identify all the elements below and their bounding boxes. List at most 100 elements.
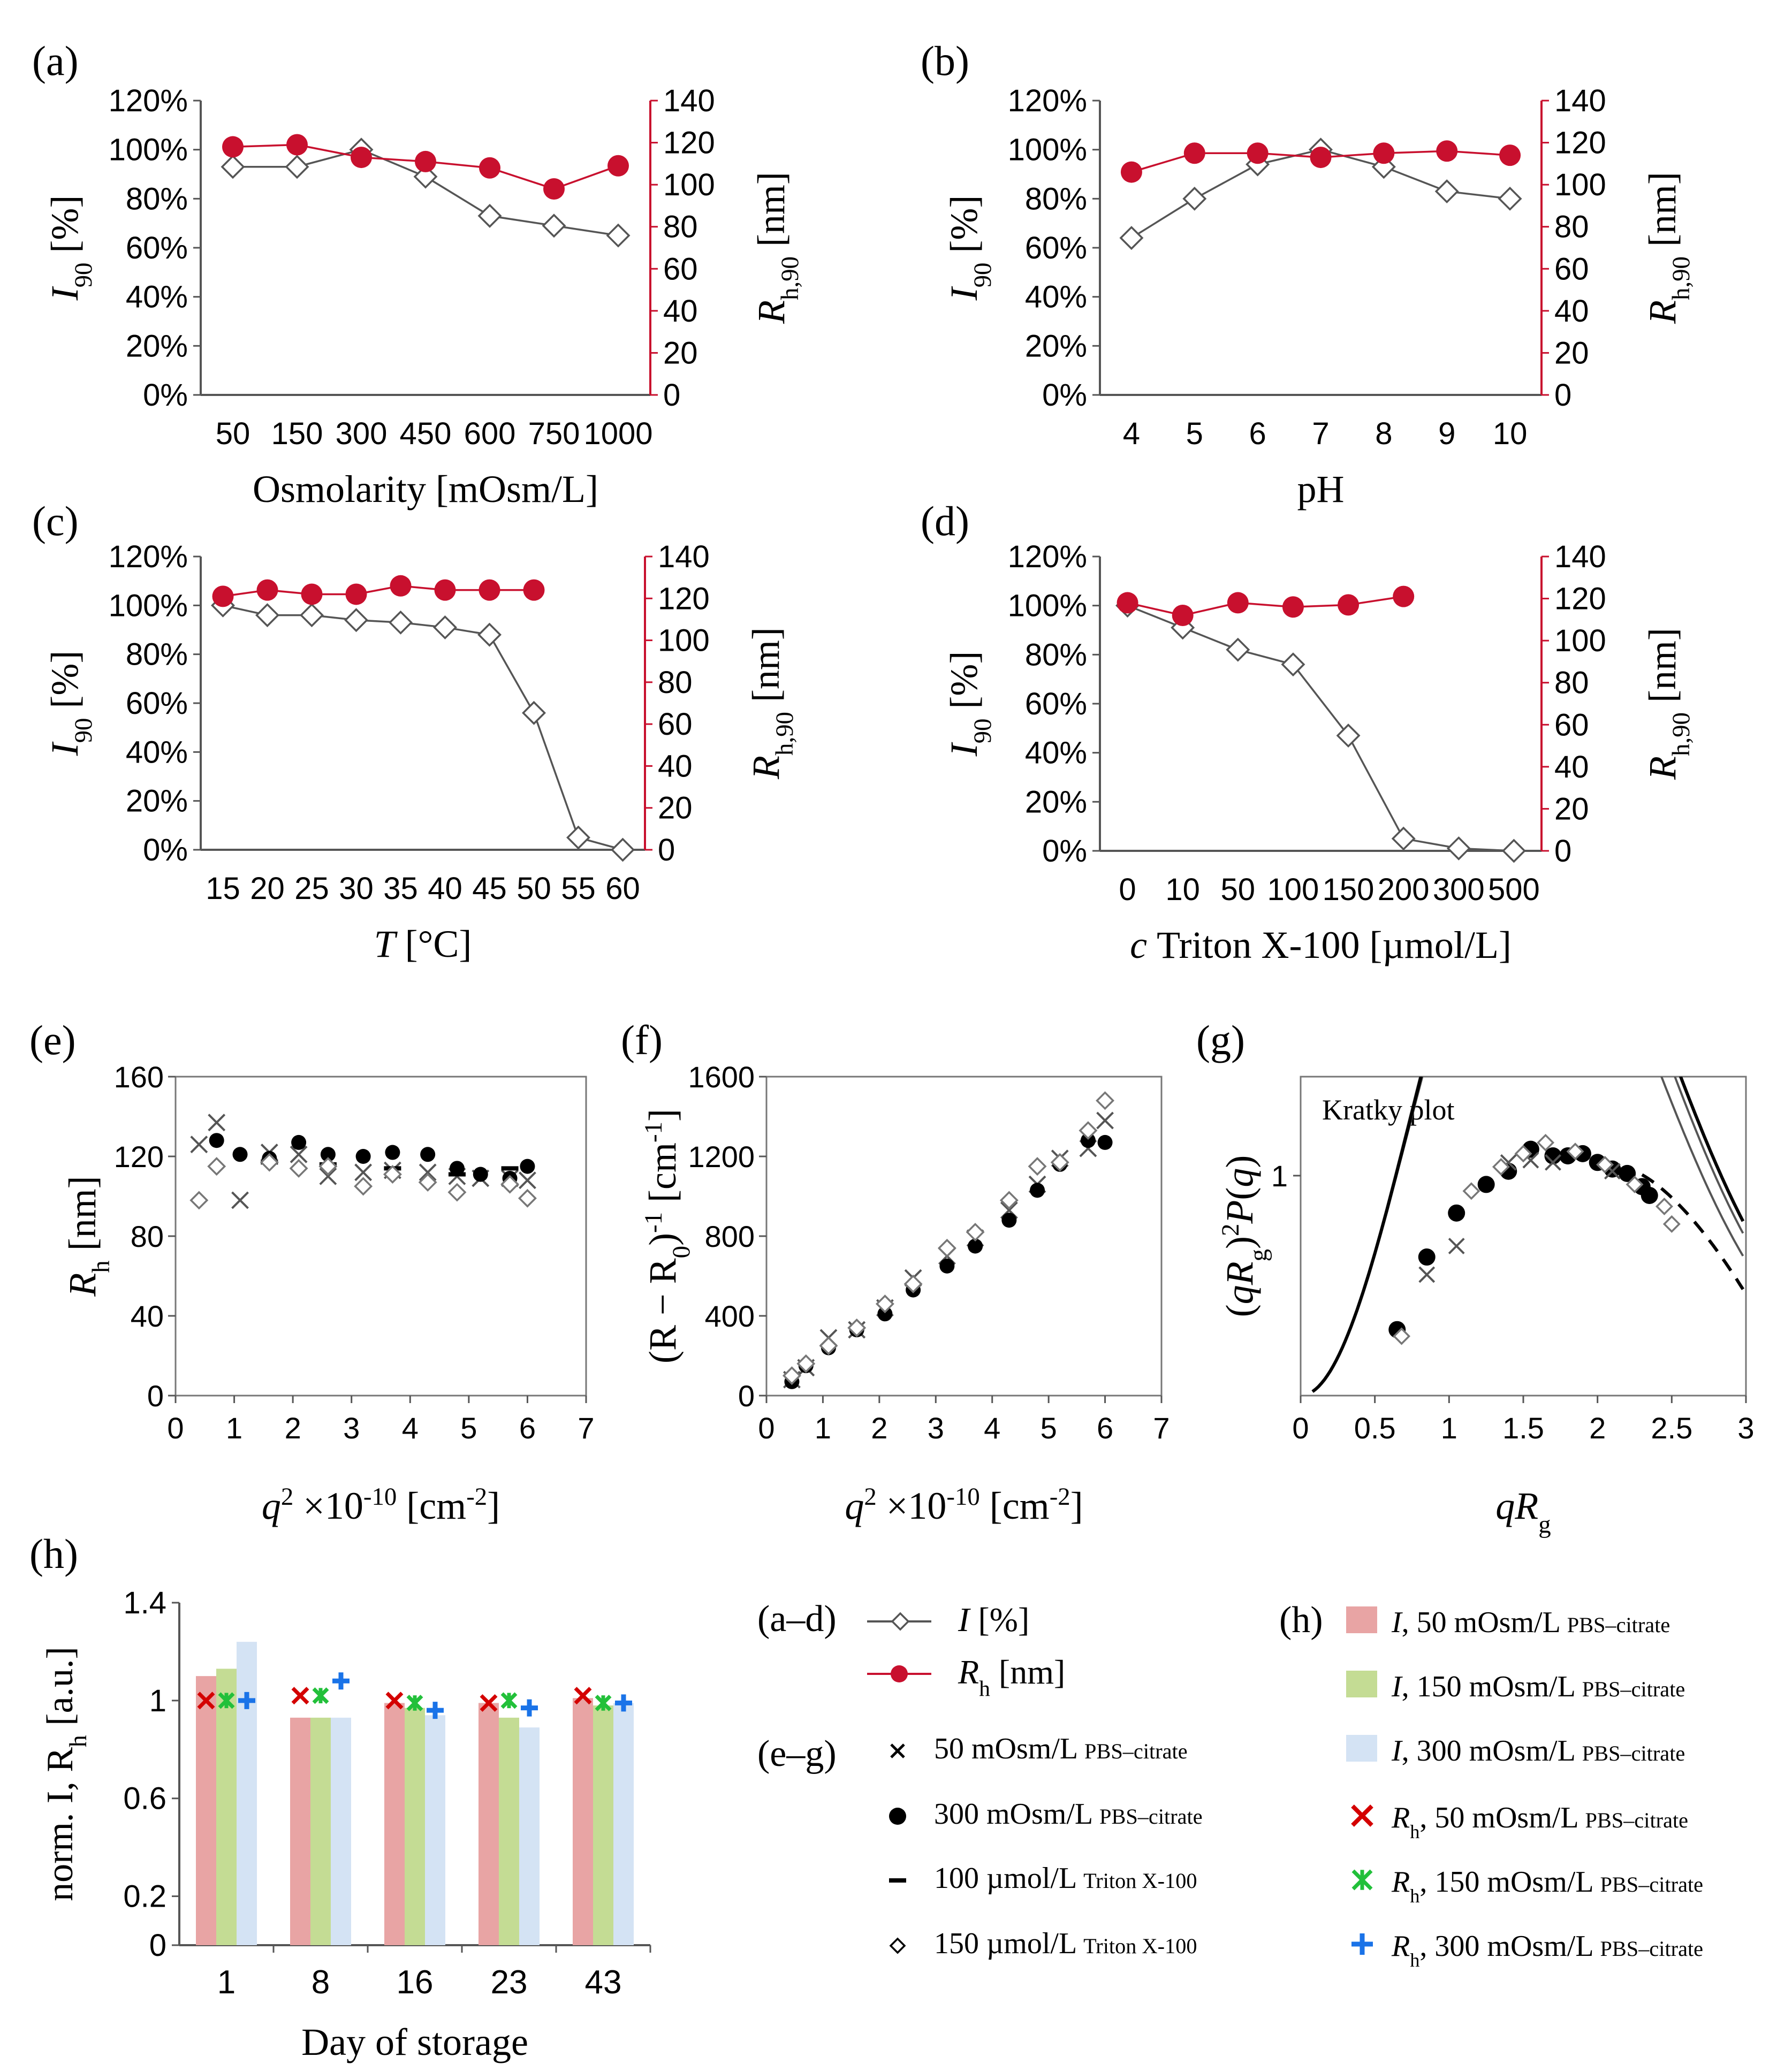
panel-d-series-I-line xyxy=(1127,605,1514,852)
panel-a-ytick-label: 80% xyxy=(126,181,188,216)
panel-d-y2tick-label: 140 xyxy=(1554,539,1606,574)
panel-a-I-point xyxy=(542,214,566,238)
legend-eg-item-part: 300 mOsm/L xyxy=(934,1797,1099,1831)
panel-g-annotation: Kratky plot xyxy=(1322,1094,1454,1126)
legend-eg-item: 150 µmol/L Triton X-100 xyxy=(934,1927,1197,1960)
panel-d-y2tick-label: 20 xyxy=(1554,791,1589,826)
panel-e-xlabel-part: -10 xyxy=(363,1483,397,1511)
panel-h-ylabel-part: [a.u.] xyxy=(40,1647,81,1735)
panel-g-point-triton150 xyxy=(1514,1145,1532,1163)
panel-f-ylabel-part: ) xyxy=(641,1233,684,1246)
panel-d-xtick-label: 300 xyxy=(1433,872,1485,907)
panel-g-point-triton150 xyxy=(1596,1155,1614,1174)
panel-e-xlabel: q2 ×10-10 [cm-2] xyxy=(262,1483,500,1527)
panel-h-bar-0 xyxy=(290,1717,310,1945)
panel-f-xtick-label: 0 xyxy=(758,1411,774,1445)
panel-e-point-triton150 xyxy=(260,1153,279,1172)
panel-h-rh-300-marker xyxy=(615,1694,632,1712)
legend-eg-item-part: PBS–citrate xyxy=(1084,1739,1188,1763)
panel-c-I-point xyxy=(255,603,279,628)
panel-h-bar-0 xyxy=(479,1703,499,1945)
panel-d-y2label: Rh,90 [nm] xyxy=(1641,628,1695,780)
panel-e-point-300mosm xyxy=(355,1149,371,1164)
panel-f-xtick-label: 2 xyxy=(871,1411,887,1445)
panel-f-xtick-label: 3 xyxy=(928,1411,944,1445)
panel-c-I-point xyxy=(300,603,324,628)
panel-h-bar-2 xyxy=(237,1642,257,1945)
panel-g-point-triton150 xyxy=(1655,1198,1673,1215)
legend-eg-label: (e–g) xyxy=(757,1733,837,1774)
panel-a-ytick-label: 120% xyxy=(109,83,188,118)
panel-f-point-triton150 xyxy=(1096,1091,1115,1110)
panel-e-point-triton100 xyxy=(448,1172,466,1177)
panel-g-model-curve xyxy=(1311,1077,1745,1393)
panel-a-ylabel-part: I xyxy=(43,286,86,301)
legend-h-marker-asterisk xyxy=(1351,1869,1373,1891)
panel-c-xtick-label: 25 xyxy=(294,871,329,906)
panel-b-y2label-part: R xyxy=(1641,300,1684,324)
legend-eg-item-part: Triton X-100 xyxy=(1083,1869,1197,1893)
panel-g-ylabel-part: g xyxy=(1244,1249,1272,1261)
panel-c-xtick-label: 15 xyxy=(206,871,240,906)
panel-g-xlabel-part: g xyxy=(1538,1511,1551,1538)
panel-c-ylabel-part: 90 xyxy=(70,718,97,743)
panel-a-y2tick-label: 20 xyxy=(663,336,698,370)
legend-eg-marker-diamond xyxy=(889,1937,906,1954)
legend-h-item-part: , 300 mOsm/L xyxy=(1419,1930,1600,1963)
panel-c-xtick-label: 45 xyxy=(472,871,507,906)
panel-d-y2tick-label: 120 xyxy=(1554,582,1606,616)
panel-f-xlabel-part: -2 xyxy=(1050,1483,1070,1511)
panel-d-ytick-label: 120% xyxy=(1008,539,1087,574)
panel-e-point-300mosm xyxy=(232,1147,248,1162)
panel-b-ylabel-part: I xyxy=(943,286,985,301)
panel-e-point-triton100 xyxy=(501,1166,519,1171)
panel-e-point-triton150 xyxy=(207,1157,226,1176)
panel-a-y2tick-label: 40 xyxy=(663,294,698,329)
panel-a-ytick-label: 0% xyxy=(143,378,188,413)
panel-g-point-triton150 xyxy=(1662,1215,1681,1233)
panel-h-bar-0 xyxy=(573,1698,593,1945)
panel-c-ytick-label: 60% xyxy=(126,686,188,721)
panel-d-y2tick-label: 80 xyxy=(1554,666,1589,700)
legend-h-item-part: PBS–citrate xyxy=(1585,1808,1688,1832)
panel-f-point-triton150 xyxy=(937,1238,956,1258)
panel-g-xtick-label: 3 xyxy=(1737,1411,1754,1445)
panel-g-ylabel-part: q xyxy=(1218,1168,1261,1187)
panel-a-ytick-label: 60% xyxy=(126,231,188,265)
panel-b-ytick-label: 20% xyxy=(1025,329,1087,363)
panel-f-ylabel-part: ] xyxy=(641,1109,684,1122)
legend-ad-R-label-part: [nm] xyxy=(990,1653,1065,1691)
panel-d-I-point xyxy=(1226,637,1250,662)
panel-e-point-50mosm xyxy=(319,1167,337,1185)
panel-a-xlabel: Osmolarity [mOsm/L] xyxy=(253,468,598,511)
panel-b-Rh-point xyxy=(1373,142,1395,164)
panel-d-I-point xyxy=(1391,826,1416,851)
panel-c-Rh-point xyxy=(523,579,545,601)
legend-eg-marker-dash xyxy=(889,1878,906,1883)
panel-f-point-triton150 xyxy=(1028,1157,1047,1176)
panel-f-xtick-label: 6 xyxy=(1097,1411,1113,1445)
legend-h-item-part: , 150 mOsm/L xyxy=(1419,1865,1600,1899)
legend-ad-R-label: Rh [nm] xyxy=(958,1653,1065,1701)
panel-d-ytick-label: 60% xyxy=(1025,687,1087,721)
panel-f-point-300mosm xyxy=(1097,1134,1113,1150)
panel-d-xlabel: c Triton X-100 [µmol/L] xyxy=(1130,924,1512,966)
panel-a-I-point xyxy=(221,155,245,179)
panel-d-xtick-label: 50 xyxy=(1221,872,1256,907)
panel-b-y2tick-label: 60 xyxy=(1554,252,1589,286)
panel-e-ytick-label: 40 xyxy=(131,1299,164,1333)
panel-f-point-triton150 xyxy=(847,1318,867,1337)
panel-b-Rh-point xyxy=(1436,140,1458,162)
panel-f-ytick-label: 800 xyxy=(705,1220,755,1253)
panel-e-ylabel-part: R xyxy=(61,1273,104,1297)
legend-ad-I-label-part: [%] xyxy=(969,1601,1029,1639)
panel-h-ylabel: norm. I, Rh [a.u.] xyxy=(40,1647,92,1901)
panel-f-point-300mosm xyxy=(1080,1133,1096,1148)
panel-e-point-triton150 xyxy=(383,1165,402,1184)
panel-f-ylabel-part: [cm xyxy=(641,1142,684,1212)
legend-h-item-part: PBS–citrate xyxy=(1567,1613,1670,1637)
panel-e-xlabel-part: -2 xyxy=(466,1483,487,1511)
panel-e-ytick-label: 120 xyxy=(114,1140,164,1174)
panel-c-y2tick-label: 100 xyxy=(658,623,710,658)
legend-eg-marker-x xyxy=(890,1743,905,1758)
